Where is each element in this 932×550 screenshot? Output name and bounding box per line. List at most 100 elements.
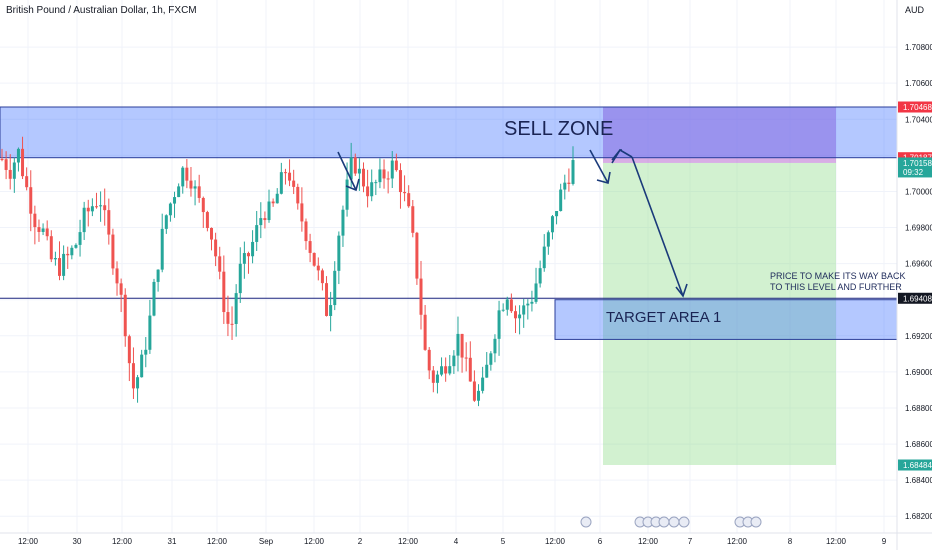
arrow-line (631, 156, 684, 297)
candle-body (283, 172, 287, 174)
price-tag (898, 459, 932, 471)
price-tag-label: 1.70158 (903, 159, 932, 168)
candle-body (234, 293, 238, 324)
candle-body (493, 338, 497, 354)
candle-body (477, 390, 481, 401)
candle-body (353, 157, 357, 174)
candle-body (82, 207, 86, 233)
price-tag-label: 1.69408 (903, 294, 932, 303)
x-tick-label: 12:00 (826, 537, 847, 546)
candle-body (226, 312, 230, 324)
price-countdown: 09:32 (903, 168, 924, 177)
x-tick-label: 6 (598, 537, 603, 546)
y-tick-label: 1.68600 (905, 440, 932, 449)
candle-body (542, 246, 546, 269)
y-tick-label: 1.68400 (905, 476, 932, 485)
x-tick-label: 5 (501, 537, 506, 546)
candle-body (407, 193, 411, 207)
candle-body (218, 256, 222, 272)
candle-body (279, 172, 283, 194)
candle-body (66, 253, 70, 256)
candle-body (394, 160, 398, 171)
axis-unit: AUD (905, 5, 925, 15)
candle-body (468, 357, 472, 382)
candle-body (53, 258, 57, 260)
candle-body (127, 336, 131, 364)
candle-body (349, 157, 353, 180)
candle-body (489, 353, 493, 365)
candle-body (448, 366, 452, 374)
candle-body (386, 178, 390, 180)
y-tick-label: 1.70800 (905, 43, 932, 52)
zone-sell-zone (0, 106, 898, 159)
candle-body (197, 186, 201, 198)
candle-body (189, 180, 193, 189)
candle-body (41, 228, 45, 232)
candle-body (29, 187, 33, 214)
candle-body (99, 205, 103, 207)
candle-body (288, 172, 292, 181)
candle-body (452, 355, 456, 367)
candle-body (345, 179, 349, 210)
candle-body (423, 314, 427, 350)
candle-body (148, 315, 152, 350)
candle-body (534, 283, 538, 302)
candle-body (173, 197, 177, 204)
arrow-head (596, 171, 611, 185)
x-tick-label: 12:00 (18, 537, 39, 546)
candle-body (33, 213, 37, 228)
x-tick-label: 12:00 (727, 537, 748, 546)
candle-body (333, 270, 337, 306)
candle-body (518, 314, 522, 319)
candle-body (201, 197, 205, 213)
candle-body (16, 148, 20, 163)
x-tick-label: 12:00 (304, 537, 325, 546)
candle-body (316, 265, 320, 271)
candle-body (563, 182, 567, 190)
candle-body (49, 236, 53, 260)
candle-body (435, 374, 439, 383)
zone-target (603, 162, 836, 465)
candle-body (481, 377, 485, 391)
candle-body (509, 299, 513, 312)
x-tick-label: 12:00 (207, 537, 228, 546)
candle-body (246, 253, 250, 257)
candle-body (0, 158, 4, 160)
candle-body (312, 252, 316, 266)
candle-body (538, 268, 542, 284)
candle-body (164, 215, 168, 229)
candle-body (366, 186, 370, 197)
candle-body (259, 218, 263, 226)
candle-body (193, 186, 197, 189)
x-tick-label: 12:00 (638, 537, 659, 546)
arrow-head (345, 178, 360, 192)
candle-body (472, 381, 476, 401)
candle-body (115, 268, 119, 284)
candle-body (567, 182, 571, 184)
candle-body (440, 366, 444, 375)
candle-body (103, 205, 107, 211)
candle-body (329, 305, 333, 316)
candle-body (12, 162, 16, 179)
candle-body (251, 241, 255, 257)
arrow-line (337, 151, 357, 191)
price-tag-label: 1.70468 (903, 103, 932, 112)
candle-body (325, 283, 329, 316)
candle-body (308, 241, 312, 253)
x-tick-label: 9 (882, 537, 887, 546)
candle-body (168, 203, 172, 216)
target-area-label: TARGET AREA 1 (606, 309, 722, 326)
candle-body (378, 169, 382, 183)
candle-body (210, 227, 214, 240)
candle-body (21, 148, 25, 177)
candle-body (341, 209, 345, 236)
x-tick-label: 4 (454, 537, 459, 546)
candle-body (160, 228, 164, 270)
y-tick-label: 1.70000 (905, 187, 932, 196)
candle-body (271, 201, 275, 204)
x-tick-label: 12:00 (112, 537, 133, 546)
candle-body (460, 333, 464, 358)
candle-body (357, 168, 361, 174)
candle-body (86, 207, 90, 212)
